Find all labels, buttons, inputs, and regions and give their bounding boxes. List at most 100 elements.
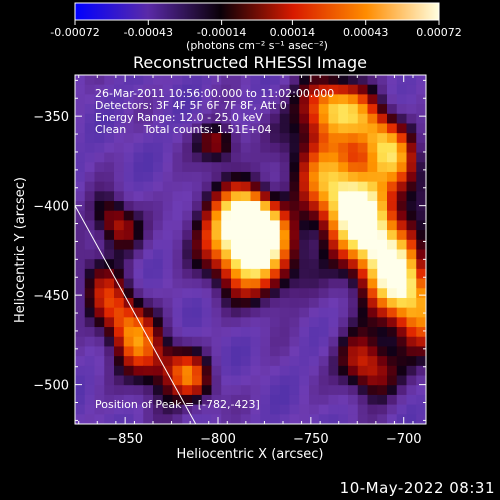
heatmap-cell: [328, 327, 339, 338]
heatmap-cell: [416, 162, 426, 173]
heatmap-cell: [260, 104, 271, 115]
heatmap-cell: [153, 181, 164, 192]
heatmap-cell: [377, 327, 388, 338]
heatmap-cell: [221, 123, 232, 134]
heatmap-cell: [406, 133, 417, 144]
heatmap-cell: [153, 84, 164, 95]
heatmap-cell: [123, 375, 135, 386]
heatmap-cell: [75, 414, 86, 424]
heatmap-cell: [75, 239, 86, 251]
heatmap-cell: [143, 375, 154, 386]
heatmap-cell: [260, 171, 271, 183]
heatmap-cell: [416, 346, 426, 357]
heatmap-cell: [133, 268, 144, 280]
peak-position-label: Position of Peak = [-782,-423]: [95, 398, 260, 411]
heatmap-cell: [348, 123, 359, 134]
heatmap-cell: [172, 210, 183, 222]
heatmap-cell: [367, 142, 378, 154]
heatmap-cell: [309, 104, 320, 115]
heatmap-cell: [260, 346, 271, 357]
heatmap-cell: [172, 230, 183, 241]
heatmap-cell: [279, 404, 291, 415]
heatmap-cell: [143, 162, 154, 173]
heatmap-cell: [231, 171, 242, 183]
heatmap-cell: [367, 346, 378, 357]
heatmap-cell: [133, 210, 144, 222]
heatmap-cell: [299, 249, 310, 260]
heatmap-cell: [367, 84, 378, 95]
annotation-energy-range: Energy Range: 12.0 - 25.0 keV: [95, 111, 263, 124]
heatmap-cell: [348, 84, 359, 95]
heatmap-cell: [211, 123, 222, 134]
colorbar-tick-label: 0.00014: [270, 26, 316, 39]
heatmap-cell: [201, 220, 213, 231]
heatmap-cell: [211, 142, 222, 154]
heatmap-cell: [221, 210, 232, 222]
heatmap-cell: [75, 133, 86, 144]
heatmap-cell: [201, 259, 213, 270]
heatmap-cell: [377, 346, 388, 357]
heatmap-cell: [270, 346, 281, 357]
heatmap-cell: [94, 162, 105, 173]
heatmap-cell: [172, 336, 183, 348]
heatmap-cell: [221, 152, 232, 163]
heatmap-cell: [396, 84, 408, 95]
heatmap-cell: [162, 414, 174, 424]
heatmap-cell: [240, 356, 252, 367]
heatmap-cell: [309, 239, 320, 251]
heatmap-cell: [250, 84, 261, 95]
heatmap-cell: [240, 75, 252, 86]
heatmap-cell: [104, 375, 115, 386]
colorbar-tick-label: 0.00043: [343, 26, 389, 39]
heatmap-cell: [162, 171, 174, 183]
heatmap-cell: [192, 230, 203, 241]
heatmap-cell: [162, 278, 174, 289]
heatmap-cell: [104, 152, 115, 163]
heatmap-cell: [221, 142, 232, 154]
heatmap-cell: [172, 171, 183, 183]
heatmap-cell: [94, 336, 105, 348]
heatmap-cell: [231, 249, 242, 260]
heatmap-cell: [260, 365, 271, 377]
heatmap-cell: [367, 201, 378, 212]
heatmap-cell: [357, 404, 369, 415]
heatmap-cell: [153, 404, 164, 415]
heatmap-cell: [231, 152, 242, 163]
heatmap-cell: [279, 220, 291, 231]
heatmap-cell: [348, 104, 359, 115]
heatmap-cell: [299, 84, 310, 95]
heatmap-cell: [396, 249, 408, 260]
heatmap-cell: [279, 84, 291, 95]
heatmap-cell: [338, 191, 349, 202]
heatmap-cell: [289, 346, 300, 357]
heatmap-cell: [289, 375, 300, 386]
heatmap-cell: [240, 94, 252, 105]
heatmap-cell: [211, 104, 222, 115]
heatmap-cell: [172, 181, 183, 192]
y-tick-label: −400: [33, 200, 69, 215]
heatmap-cell: [123, 385, 135, 396]
heatmap-cell: [153, 191, 164, 202]
heatmap-cell: [231, 133, 242, 144]
heatmap-cell: [328, 385, 339, 396]
heatmap-cell: [231, 394, 242, 406]
heatmap-cell: [75, 191, 86, 202]
heatmap-cell: [123, 84, 135, 95]
heatmap-cell: [192, 327, 203, 338]
heatmap-cell: [338, 365, 349, 377]
heatmap-cell: [387, 307, 398, 318]
heatmap-cell: [182, 239, 193, 251]
heatmap-cell: [231, 239, 242, 251]
heatmap-cell: [270, 404, 281, 415]
heatmap-cell: [123, 104, 135, 115]
heatmap-cell: [133, 201, 144, 212]
heatmap-cell: [299, 171, 310, 183]
heatmap-cell: [299, 220, 310, 231]
heatmap-cell: [172, 327, 183, 338]
heatmap-cell: [279, 346, 291, 357]
heatmap-cell: [250, 356, 261, 367]
heatmap-cell: [348, 297, 359, 309]
heatmap-cell: [328, 317, 339, 328]
heatmap-cell: [104, 394, 115, 406]
heatmap-cell: [133, 220, 144, 231]
